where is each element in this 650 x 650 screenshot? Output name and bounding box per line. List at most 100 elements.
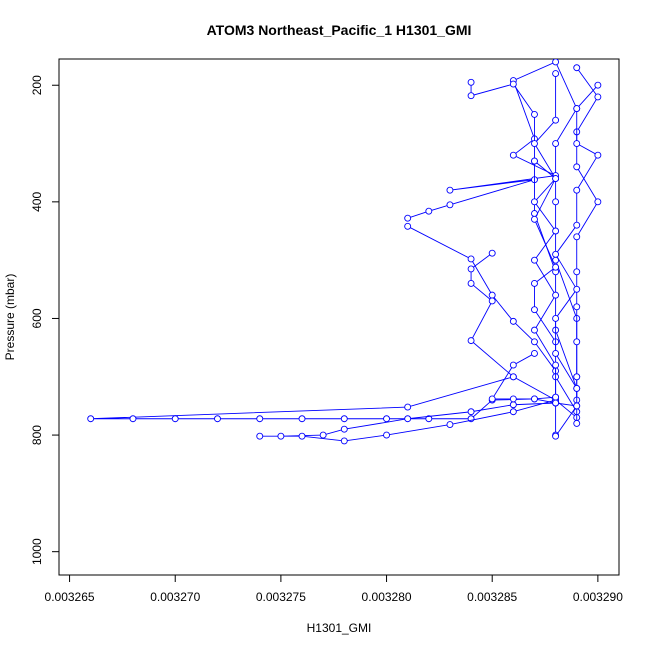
series [404, 59, 581, 410]
series [573, 64, 602, 404]
data-point [552, 361, 560, 369]
data-point [594, 93, 602, 101]
y-axis-label: Pressure (mbar) [3, 274, 17, 361]
x-tick-label: 0.003285 [467, 590, 517, 604]
y-axis: 200 400 600 800 1000 [30, 75, 60, 565]
data-point [552, 59, 560, 66]
series [467, 249, 560, 404]
data-point [573, 303, 581, 311]
data-point [531, 395, 538, 403]
x-tick-label: 0.003270 [150, 590, 200, 604]
data-point [552, 399, 560, 407]
x-tick-label: 0.003280 [362, 590, 412, 604]
data-point [509, 80, 517, 88]
data-point [573, 338, 581, 346]
x-tick-label: 0.003265 [45, 590, 95, 604]
series [531, 70, 560, 401]
data-point [552, 263, 560, 271]
series-line [533, 73, 557, 398]
data-point [467, 408, 475, 416]
data-point [509, 151, 517, 159]
data-point [573, 105, 581, 113]
data-point [87, 415, 95, 423]
data-point [298, 415, 306, 423]
chart-title: ATOM3 Northeast_Pacific_1 H1301_GMI [207, 22, 472, 38]
data-point [404, 222, 412, 230]
data-point [383, 431, 390, 439]
data-point [467, 92, 475, 100]
data-point [531, 338, 538, 346]
data-point [256, 415, 264, 423]
data-point [531, 198, 538, 206]
data-point [340, 415, 348, 423]
data-point [256, 432, 264, 440]
data-point [573, 186, 581, 194]
data-point [552, 140, 560, 147]
data-point [573, 384, 581, 392]
data-point [552, 291, 560, 299]
data-point [467, 78, 475, 86]
data-point [531, 140, 538, 147]
data-point [404, 415, 412, 423]
data-point [509, 408, 517, 416]
data-point [552, 315, 560, 322]
data-point [573, 285, 581, 293]
y-tick-label: 1000 [30, 538, 44, 565]
x-tick-label: 0.003290 [573, 590, 623, 604]
data-point [573, 64, 581, 72]
data-point [552, 432, 560, 440]
data-point [531, 215, 538, 223]
data-point [552, 70, 560, 78]
data-point [319, 431, 327, 439]
data-point [467, 255, 475, 263]
data-point [552, 250, 560, 258]
data-point [531, 110, 538, 118]
series [552, 81, 602, 427]
data-point [509, 395, 517, 403]
data-point [509, 373, 517, 381]
data-point [594, 81, 602, 89]
data-point [573, 268, 581, 276]
series-line [90, 376, 556, 420]
data-point [129, 415, 137, 423]
data-point [425, 207, 433, 215]
series [87, 373, 560, 423]
data-point [594, 151, 602, 159]
data-point [531, 306, 538, 314]
data-point [488, 297, 496, 305]
data-point [531, 157, 538, 165]
data-point [531, 256, 538, 264]
series [467, 78, 581, 392]
data-point [552, 349, 560, 357]
series [488, 349, 581, 440]
series-line [555, 84, 599, 424]
data-point [383, 415, 390, 423]
data-point [552, 198, 560, 206]
series-line [470, 82, 578, 389]
data-point [531, 349, 538, 357]
data-point [298, 432, 306, 440]
data-point [573, 140, 581, 147]
y-tick-label: 400 [30, 192, 44, 212]
y-tick-label: 800 [30, 425, 44, 445]
data-point [340, 425, 348, 433]
data-point [488, 395, 496, 403]
data-point [467, 265, 475, 273]
data-point [594, 198, 602, 206]
data-point [573, 233, 581, 241]
y-tick-label: 200 [30, 75, 44, 95]
data-point [509, 317, 517, 325]
data-point [340, 437, 348, 445]
data-point [552, 393, 560, 401]
y-tick-label: 600 [30, 308, 44, 328]
data-point [552, 116, 560, 124]
x-axis-label: H1301_GMI [307, 621, 372, 635]
series-line [576, 67, 599, 401]
data-point [573, 163, 581, 171]
data-point [446, 421, 454, 429]
data-point [573, 419, 581, 427]
data-point [425, 415, 433, 423]
data-point [214, 415, 221, 423]
data-point [404, 403, 412, 411]
